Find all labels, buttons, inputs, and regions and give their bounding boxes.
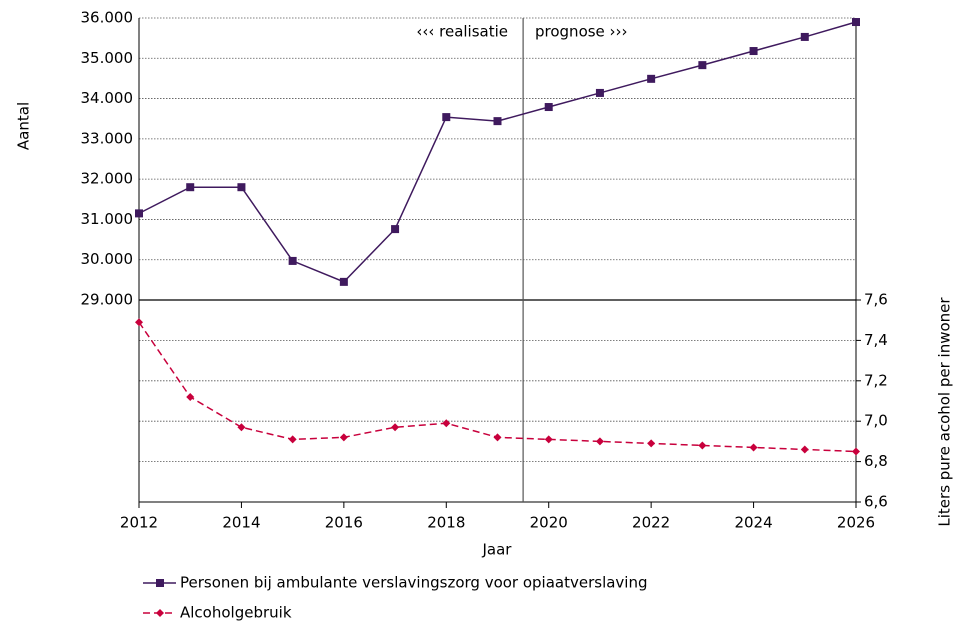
marker (391, 423, 400, 432)
marker (852, 18, 860, 27)
x-tick-label: 2016 (325, 514, 363, 532)
x-tick-label: 2018 (427, 514, 465, 532)
marker (237, 423, 246, 432)
marker (800, 445, 809, 454)
marker (544, 103, 553, 112)
y-tick-label: 33.000 (81, 129, 134, 147)
x-axis-label: Jaar (482, 541, 513, 559)
y-tick-label: 31.000 (81, 210, 134, 228)
legend-label: Alcoholgebruik (180, 604, 292, 622)
marker (237, 183, 246, 192)
marker (698, 441, 707, 450)
marker (288, 256, 297, 265)
x-tick-label: 2020 (530, 514, 568, 532)
marker (186, 392, 195, 401)
legend-marker (156, 579, 164, 587)
series-line (138, 21, 857, 283)
marker (800, 32, 809, 41)
y-tick-label: 35.000 (81, 49, 134, 67)
marker (442, 419, 451, 428)
y2-tick-label: 6,6 (864, 493, 888, 511)
marker (647, 439, 656, 448)
x-tick-label: 2012 (120, 514, 158, 532)
marker (339, 433, 348, 442)
y2-tick-label: 7,0 (864, 412, 888, 430)
marker (391, 225, 400, 234)
x-tick-label: 2014 (222, 514, 260, 532)
marker (749, 443, 758, 452)
marker (595, 88, 604, 97)
y2-axis-label: Liters pure acohol per inwoner (936, 297, 954, 527)
marker (852, 447, 860, 456)
annotation: prognose ››› (535, 23, 628, 41)
legend-marker (156, 609, 164, 617)
y-tick-label: 29.000 (81, 291, 134, 309)
marker (698, 61, 707, 70)
y2-tick-label: 7,6 (864, 291, 888, 309)
x-tick-label: 2024 (734, 514, 772, 532)
x-tick-label: 2026 (837, 514, 875, 532)
y-tick-label: 36.000 (81, 9, 134, 27)
marker (544, 435, 553, 444)
y-tick-label: 30.000 (81, 250, 134, 268)
marker (339, 277, 348, 286)
y-tick-label: 34.000 (81, 89, 134, 107)
marker (442, 113, 451, 122)
y-axis-label: Aantal (15, 102, 33, 150)
marker (186, 183, 195, 192)
marker (135, 209, 143, 218)
y2-tick-label: 7,4 (864, 331, 888, 349)
annotation: ‹‹‹ realisatie (416, 23, 508, 41)
marker (288, 435, 297, 444)
marker (647, 74, 656, 83)
marker (749, 47, 758, 56)
x-tick-label: 2022 (632, 514, 670, 532)
series-line (138, 321, 857, 453)
marker (493, 117, 502, 126)
y-tick-label: 32.000 (81, 170, 134, 188)
marker (595, 437, 604, 446)
marker (493, 433, 502, 442)
y2-tick-label: 7,2 (864, 371, 888, 389)
marker (135, 318, 143, 327)
legend-label: Personen bij ambulante verslavingszorg v… (180, 574, 648, 592)
y2-tick-label: 6,8 (864, 452, 888, 470)
